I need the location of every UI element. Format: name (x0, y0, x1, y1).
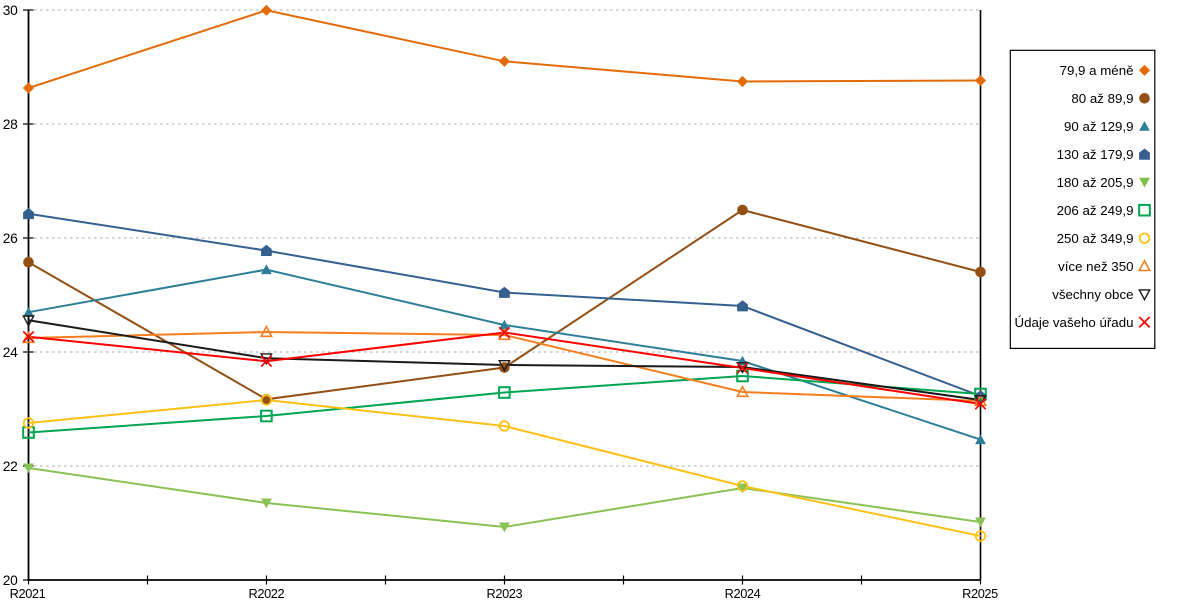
svg-text:R2024: R2024 (725, 586, 761, 600)
svg-text:250 až 349,9: 250 až 349,9 (1057, 231, 1134, 246)
svg-text:Údaje vašeho úřadu: Údaje vašeho úřadu (1014, 315, 1133, 330)
svg-text:30: 30 (3, 3, 18, 18)
svg-text:130 až 179,9: 130 až 179,9 (1057, 147, 1134, 162)
svg-text:28: 28 (3, 117, 18, 132)
svg-text:R2021: R2021 (10, 586, 46, 600)
svg-text:R2023: R2023 (487, 586, 523, 600)
svg-text:R2022: R2022 (249, 586, 285, 600)
svg-text:R2025: R2025 (962, 586, 998, 600)
svg-text:90 až 129,9: 90 až 129,9 (1064, 119, 1134, 134)
svg-text:všechny obce: všechny obce (1052, 287, 1133, 302)
svg-text:více než 350: více než 350 (1058, 259, 1133, 274)
svg-text:20: 20 (3, 573, 18, 588)
svg-text:80 až 89,9: 80 až 89,9 (1071, 91, 1133, 106)
svg-text:22: 22 (3, 459, 18, 474)
svg-text:26: 26 (3, 231, 18, 246)
svg-text:206 až 249,9: 206 až 249,9 (1057, 203, 1134, 218)
svg-text:79,9 a méně: 79,9 a méně (1060, 63, 1134, 78)
svg-text:180 až 205,9: 180 až 205,9 (1057, 175, 1134, 190)
svg-text:24: 24 (3, 345, 18, 360)
